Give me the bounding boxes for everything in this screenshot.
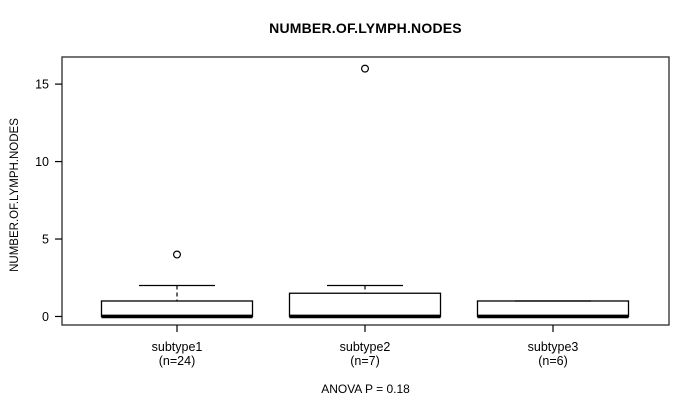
box-subtype1 (100, 300, 254, 318)
x-label-subtype2: subtype2 (340, 340, 391, 354)
y-tick-label: 0 (42, 310, 49, 324)
outlier-point-subtype1 (173, 250, 182, 259)
x-label-subtype1: subtype1 (152, 340, 203, 354)
x-sublabel-subtype3: (n=6) (538, 354, 568, 368)
outlier-point-subtype2 (361, 64, 370, 73)
anova-annotation: ANOVA P = 0.18 (321, 382, 410, 396)
y-tick-label: 15 (35, 78, 49, 92)
x-sublabel-subtype2: (n=7) (350, 354, 380, 368)
x-sublabel-subtype1: (n=24) (159, 354, 195, 368)
y-axis-title: NUMBER.OF.LYMPH.NODES (9, 118, 21, 272)
box-subtype2 (288, 292, 442, 318)
x-label-subtype3: subtype3 (528, 340, 579, 354)
box-subtype3 (476, 300, 630, 318)
plot-border (61, 56, 670, 326)
y-tick-label: 5 (42, 233, 49, 247)
y-tick-label: 10 (35, 155, 49, 169)
chart-title: NUMBER.OF.LYMPH.NODES (269, 20, 462, 36)
